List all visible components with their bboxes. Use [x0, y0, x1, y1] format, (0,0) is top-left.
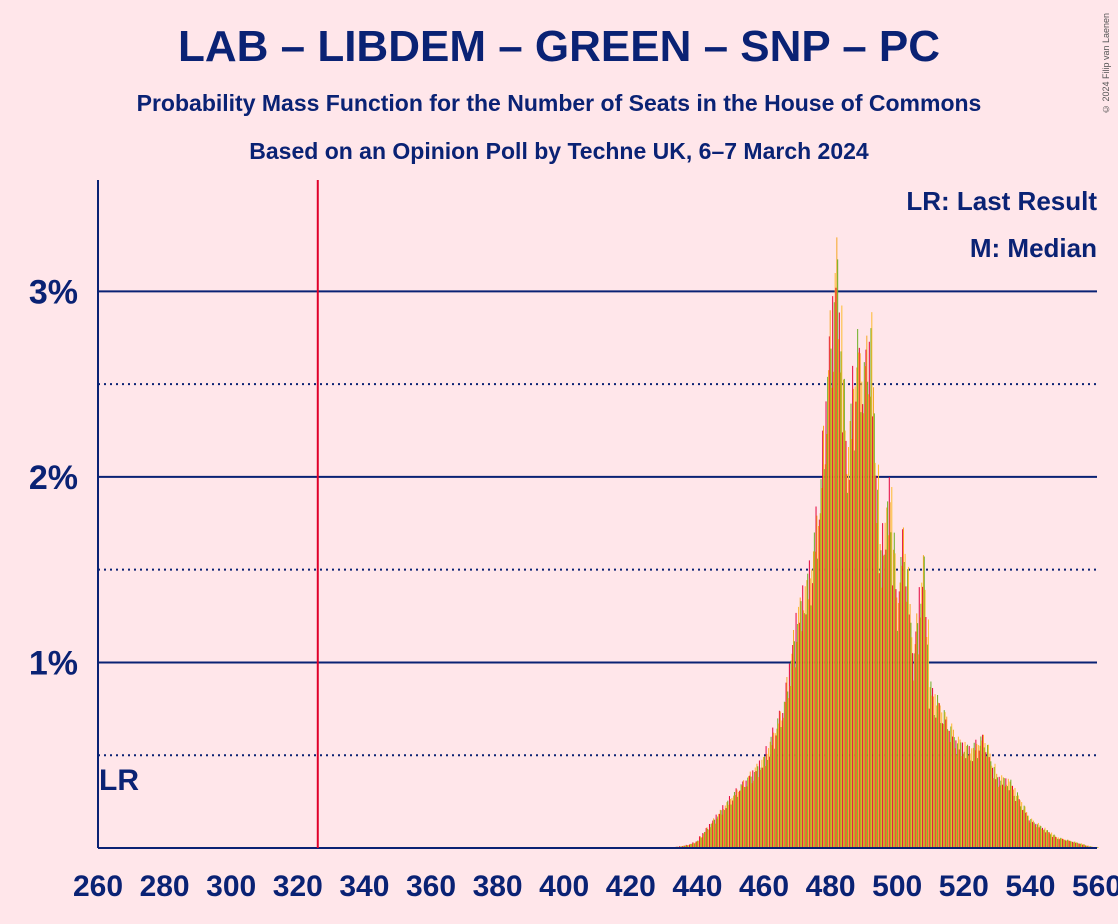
x-tick-label: 320 — [273, 870, 323, 903]
x-tick-label: 560 — [1072, 870, 1118, 903]
x-tick-label: 480 — [806, 870, 856, 903]
y-tick-label: 2% — [29, 459, 78, 497]
x-tick-label: 420 — [606, 870, 656, 903]
chart-title: LAB – LIBDEM – GREEN – SNP – PC — [177, 22, 941, 71]
chart-source: Based on an Opinion Poll by Techne UK, 6… — [249, 138, 869, 164]
last-result-label: LR — [99, 764, 139, 797]
y-tick-label: 3% — [29, 273, 78, 311]
x-tick-label: 460 — [739, 870, 789, 903]
chart-subtitle: Probability Mass Function for the Number… — [136, 90, 982, 116]
x-tick-label: 340 — [339, 870, 389, 903]
legend-median: M: Median — [970, 233, 1097, 263]
x-tick-label: 520 — [939, 870, 989, 903]
x-tick-label: 500 — [872, 870, 922, 903]
x-tick-label: 300 — [206, 870, 256, 903]
x-tick-label: 380 — [473, 870, 523, 903]
x-tick-label: 400 — [539, 870, 589, 903]
x-tick-label: 440 — [672, 870, 722, 903]
x-tick-label: 540 — [1005, 870, 1055, 903]
legend-last-result: LR: Last Result — [906, 186, 1097, 216]
pmf-bars — [665, 237, 1099, 848]
x-tick-label: 260 — [73, 870, 123, 903]
x-tick-label: 280 — [140, 870, 190, 903]
axis-labels: 1% 2% 3% 260 280 300 320 340 360 380 400 420 440 460 4… — [29, 273, 1118, 903]
y-tick-label: 1% — [29, 644, 78, 682]
gridlines — [98, 290, 1097, 757]
axes — [97, 180, 1097, 849]
x-tick-label: 360 — [406, 870, 456, 903]
